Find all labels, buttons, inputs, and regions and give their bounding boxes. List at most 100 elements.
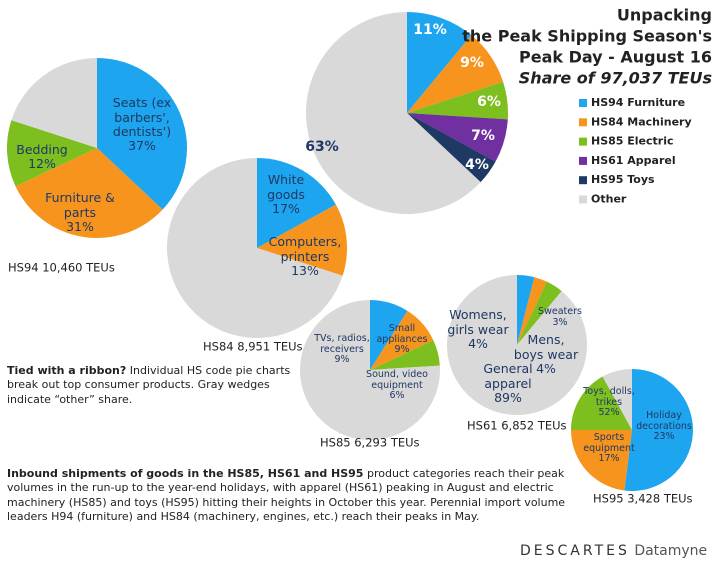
label-box: TVs, radios, receivers 9% [307, 320, 377, 380]
slice-value: 11% [413, 21, 447, 38]
slice-category: Sports equipment [583, 431, 635, 454]
label-box: 4% [452, 135, 502, 195]
slice-label: 11% [405, 0, 455, 60]
legend-swatch [579, 195, 587, 204]
pie-title: HS85 6,293 TEUs [320, 436, 420, 450]
pie-slice [446, 275, 587, 415]
pie-title: HS84 8,951 TEUs [203, 340, 303, 354]
slice-category: Computers, printers [268, 234, 342, 264]
pie-title: HS94 10,460 TEUs [8, 261, 115, 275]
label-box: Sound, video equipment 6% [362, 356, 432, 416]
label-box: Toys, dolls, trikes 52% [574, 373, 644, 433]
slice-category: Mens, boys wear [513, 332, 579, 362]
body-note: Inbound shipments of goods in the HS85, … [7, 467, 577, 524]
label-box: Bedding 12% [7, 127, 77, 187]
label-box: 6% [464, 72, 514, 132]
slice-category: Bedding [16, 141, 68, 157]
pie-slice [407, 12, 472, 113]
logo: DESCARTES Datamyne [520, 543, 707, 559]
pie-slice [300, 300, 440, 440]
slice-value: 17% [598, 453, 620, 465]
slice-value: 4% [465, 156, 489, 173]
slice-value: 6% [477, 93, 501, 110]
label-box: White goods 17% [251, 165, 321, 225]
pie-title: HS61 6,852 TEUs [467, 419, 567, 433]
label-box: 63% [297, 117, 347, 177]
pie-slice [407, 113, 496, 183]
label-box: 9% [447, 33, 497, 93]
pie-slice [571, 430, 632, 491]
chart-subtitle: Share of 97,037 TEUs [519, 69, 712, 88]
slice-value: 6% [389, 390, 405, 402]
label-box: 11% [405, 0, 455, 60]
slice-category: General apparel [483, 361, 533, 391]
slice-label: Seats (ex barbers', dentists')37% [92, 95, 192, 155]
pie-slice [15, 148, 163, 239]
slice-value: 4% [536, 361, 556, 377]
label-box: 7% [458, 106, 508, 166]
slice-value: 89% [494, 390, 522, 406]
logo-left: DESCARTES [520, 543, 630, 559]
label-box: Mens, boys wear 4% [511, 325, 581, 385]
slice-category: Seats (ex barbers', dentists') [112, 95, 172, 139]
pie-slice [97, 58, 187, 210]
label-box: General apparel 89% [468, 354, 548, 414]
slice-value: 63% [305, 138, 339, 155]
pie-slice [167, 158, 343, 338]
slice-category: Sound, video equipment [366, 368, 428, 391]
pie-slice [407, 81, 508, 120]
slice-value: 23% [653, 431, 675, 443]
slice-category: Holiday decorations [636, 409, 692, 432]
slice-value: 31% [66, 219, 94, 235]
chart-title: Peak Day - August 16 [519, 48, 712, 67]
slice-label: 6% [464, 72, 514, 132]
pie-slice [370, 310, 434, 370]
label-box: Furniture & parts 31% [30, 183, 130, 243]
legend-label: HS61 Apparel [591, 154, 676, 167]
note-text: Individual HS code pie charts break out … [7, 364, 291, 406]
legend-label: HS95 Toys [591, 173, 655, 186]
pie-slice [257, 204, 347, 276]
slice-label: 7% [458, 106, 508, 166]
pie-slice [571, 376, 632, 430]
pie-title: HS95 3,428 TEUs [593, 492, 693, 506]
pie-slice [11, 58, 97, 148]
logo-right: Datamyne [634, 543, 708, 559]
slice-category: Womens, girls wear [447, 307, 509, 337]
label-box: Sports equipment 17% [574, 419, 644, 479]
pie-slice [370, 300, 408, 370]
chart-title: the Peak Shipping Season's [462, 27, 712, 46]
pie-slice [602, 369, 632, 430]
note-bold: Inbound shipments of goods in the HS85, … [7, 467, 364, 480]
legend-swatch [579, 156, 587, 165]
slice-value: 37% [128, 138, 156, 154]
pie-slice [517, 275, 535, 345]
slice-category: Toys, dolls, trikes [583, 385, 635, 408]
legend-label: HS84 Machinery [591, 115, 692, 128]
chart-title: Unpacking [617, 6, 712, 25]
pie-slice [407, 113, 508, 162]
label-box: Holiday decorations 23% [634, 397, 694, 457]
slice-value: 52% [598, 407, 620, 419]
pie-slice [407, 35, 504, 113]
ribbon-note: Tied with a ribbon? Individual HS code p… [7, 364, 302, 407]
slice-value: 9% [394, 344, 410, 356]
pie-slice [7, 120, 97, 187]
slice-category: Small appliances [376, 322, 428, 345]
pie-slice [370, 340, 440, 370]
legend-swatch [579, 176, 587, 185]
slice-value: 4% [468, 336, 488, 352]
label-box: Seats (ex barbers', dentists') 37% [92, 95, 192, 155]
note-bold: Tied with a ribbon? [7, 364, 127, 377]
label-box: Sweaters 3% [530, 288, 590, 348]
pie-slice [517, 281, 562, 345]
legend-swatch [579, 118, 587, 127]
